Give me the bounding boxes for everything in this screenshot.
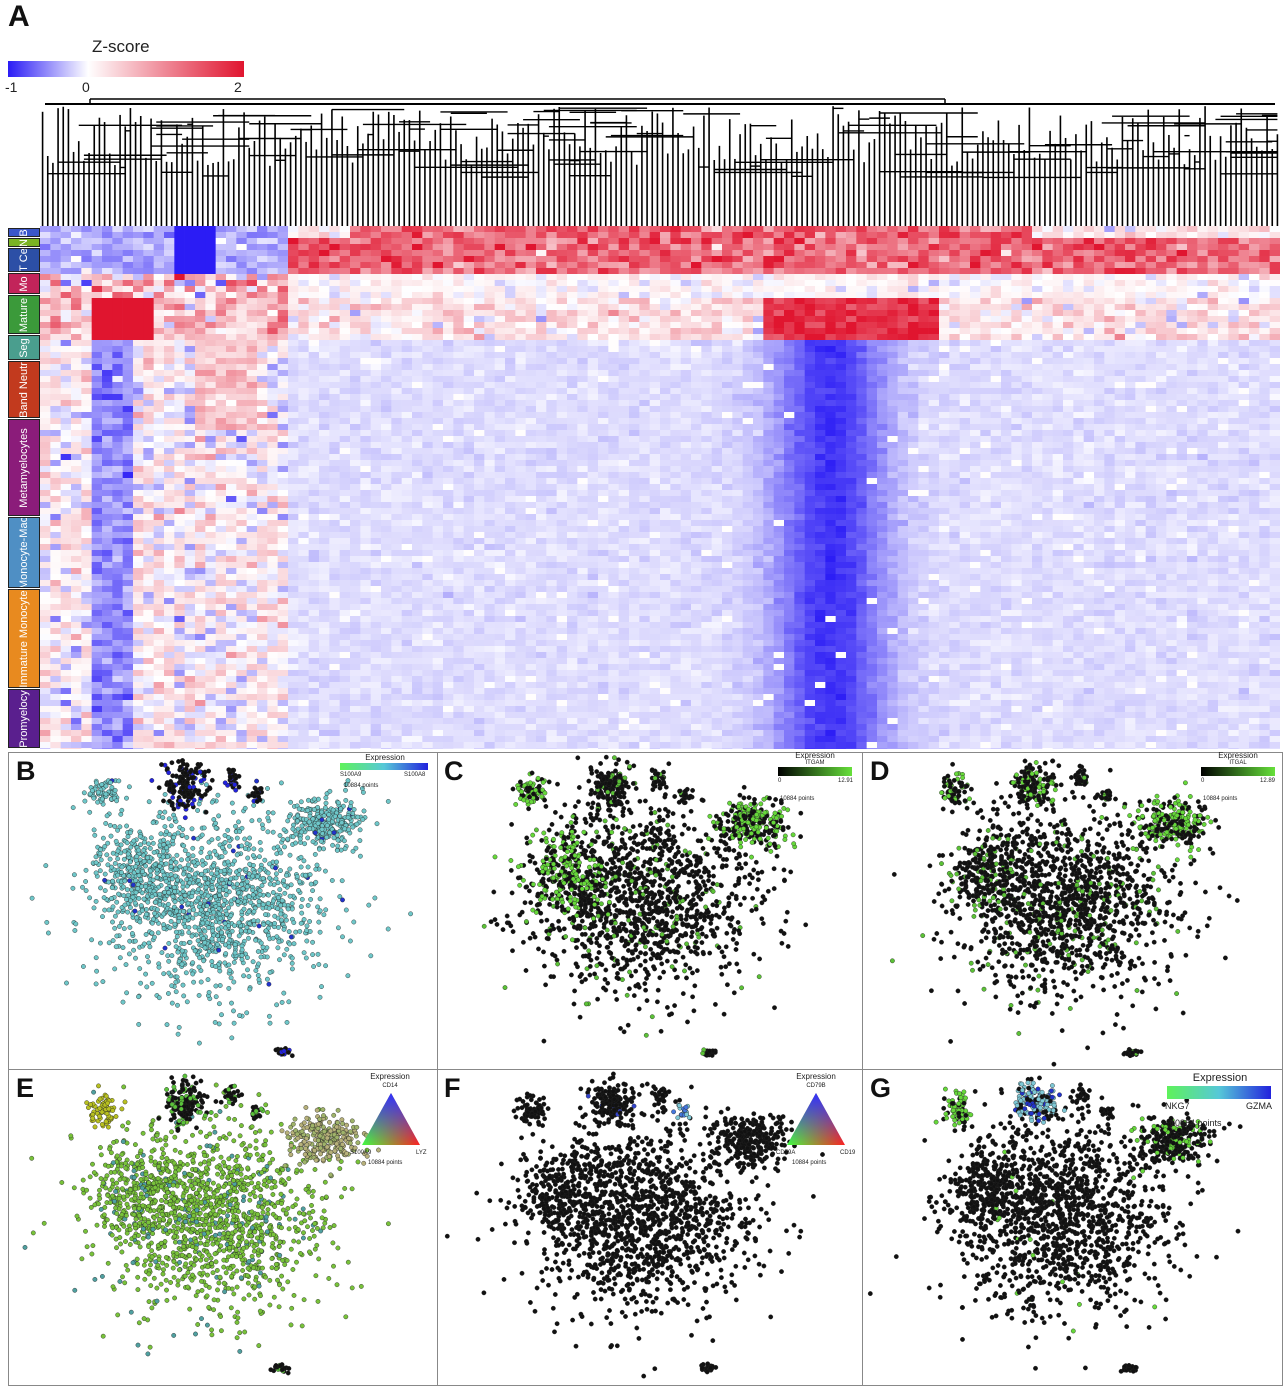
legend-e-right: LYZ xyxy=(416,1150,427,1156)
legend-c-gene: ITGAM xyxy=(778,760,852,766)
row-group-7: Metamyelocytes xyxy=(8,419,40,516)
legend-b-title: Expression xyxy=(340,753,430,762)
legend-d-gradient xyxy=(1201,767,1275,776)
row-group-0: B xyxy=(8,228,40,237)
row-group-10: Promyelocy xyxy=(8,689,40,748)
legend-d-title: Expression xyxy=(1200,751,1276,760)
legend-e-triangle xyxy=(362,1093,420,1145)
row-group-label: Seg xyxy=(18,338,30,358)
legend-f-title: Expression xyxy=(776,1072,856,1081)
colorbar-tick-high: 2 xyxy=(234,79,242,95)
legend-b-left: S100A9 xyxy=(340,772,361,778)
row-group-4: Mature xyxy=(8,295,40,334)
legend-f-points: 10884 points xyxy=(792,1160,826,1166)
legend-c-points: 10884 points xyxy=(780,796,814,802)
tsne-plot-f xyxy=(444,1071,825,1379)
legend-e-left: S100A9 xyxy=(350,1150,371,1156)
row-group-3: Mo xyxy=(8,273,40,294)
legend-g-points: 10884 points xyxy=(1170,1118,1222,1128)
panel-e-label: E xyxy=(16,1073,34,1104)
colorbar-title: Z-score xyxy=(92,37,150,57)
row-group-1: N xyxy=(8,238,40,247)
legend-e-title: Expression xyxy=(354,1072,426,1081)
legend-d-min: 0 xyxy=(1201,778,1204,784)
legend-f-top: CD79B xyxy=(776,1083,856,1089)
expression-heatmap xyxy=(40,226,1280,749)
panel-f-label: F xyxy=(444,1073,461,1104)
row-group-label: Band Neutr xyxy=(18,362,30,417)
row-group-label: Metamyelocytes xyxy=(18,428,30,507)
legend-d-gene: ITGAL xyxy=(1200,760,1276,766)
row-group-label: T Ce xyxy=(18,249,30,271)
legend-f-left: CD79A xyxy=(776,1150,795,1156)
row-group-9: Immature Monocyte xyxy=(8,589,40,688)
legend-g-left: NKG7 xyxy=(1165,1101,1190,1111)
legend-f-triangle xyxy=(787,1093,845,1145)
legend-d-points: 10884 points xyxy=(1203,796,1237,802)
row-group-8: Monocyte-Mac xyxy=(8,517,40,588)
legend-g-gradient xyxy=(1167,1086,1271,1099)
colorbar-tick-mid: 0 xyxy=(82,79,90,95)
row-group-2: T Ce xyxy=(8,248,40,272)
legend-d-max: 12.89 xyxy=(1260,778,1275,784)
legend-e-top: CD14 xyxy=(354,1083,426,1089)
panel-b-label: B xyxy=(16,756,36,787)
legend-c-max: 12.91 xyxy=(838,778,853,784)
legend-b-right: S100A8 xyxy=(404,772,425,778)
tsne-plot-g xyxy=(867,1075,1243,1374)
row-group-label: N xyxy=(18,239,30,246)
column-dendrogram xyxy=(41,98,1279,226)
panel-d-label: D xyxy=(870,756,890,787)
tsne-plot-e xyxy=(22,1073,391,1376)
row-group-label: Promyelocy xyxy=(18,690,30,747)
panel-c-label: C xyxy=(444,756,464,787)
panel-g-label: G xyxy=(870,1073,891,1104)
colorbar-tick-low: -1 xyxy=(5,79,17,95)
legend-f-right: CD19 xyxy=(840,1150,855,1156)
tsne-plot-d xyxy=(889,758,1240,1067)
row-group-label: Monocyte-Mac xyxy=(18,518,30,587)
legend-c-title: Expression xyxy=(778,751,852,760)
legend-c-min: 0 xyxy=(778,778,781,784)
row-group-label: Immature Monocyte xyxy=(18,590,30,687)
legend-g-right: GZMA xyxy=(1246,1101,1272,1111)
legend-c-gradient xyxy=(778,767,852,776)
row-group-label: B xyxy=(18,229,30,236)
row-group-label: Mo xyxy=(18,276,30,291)
row-group-5: Seg xyxy=(8,335,40,360)
panel-a-label: A xyxy=(8,0,30,34)
row-group-label: Mature xyxy=(18,297,30,331)
tsne-plot-b xyxy=(29,758,413,1059)
legend-b-points: 10884 points xyxy=(344,783,378,789)
zscore-colorbar xyxy=(8,61,244,77)
row-group-6: Band Neutr xyxy=(8,361,40,418)
tsne-plot-c xyxy=(481,754,809,1058)
legend-b-gradient xyxy=(340,763,428,770)
legend-g-title: Expression xyxy=(1165,1072,1275,1084)
legend-e-points: 10884 points xyxy=(368,1160,402,1166)
